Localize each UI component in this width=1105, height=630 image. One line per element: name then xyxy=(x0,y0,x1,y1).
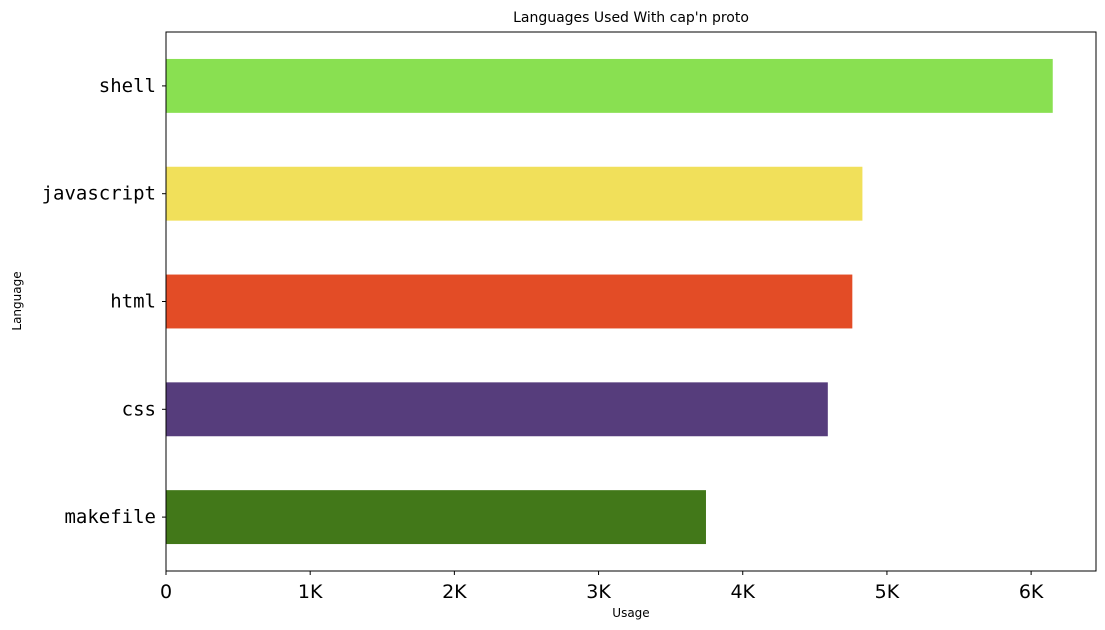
y-tick-label-makefile: makefile xyxy=(64,506,156,528)
y-tick-label-shell: shell xyxy=(99,75,156,97)
chart-title: Languages Used With cap'n proto xyxy=(513,10,749,26)
x-tick-label-3K: 3K xyxy=(586,581,611,603)
bar-shell xyxy=(166,58,1053,113)
x-axis-ticks: 0 1K 2K 3K 4K 5K 6K xyxy=(160,571,1044,603)
x-tick-label-1K: 1K xyxy=(298,581,323,603)
x-tick-label-2K: 2K xyxy=(442,581,467,603)
bars-group xyxy=(166,58,1053,545)
y-tick-label-javascript: javascript xyxy=(42,183,156,205)
y-axis-ticks: shell javascript html css makefile xyxy=(42,75,166,528)
y-axis-label: Language xyxy=(10,271,24,330)
x-tick-label-5K: 5K xyxy=(875,581,900,603)
bar-makefile xyxy=(166,490,706,545)
x-tick-label-0: 0 xyxy=(160,581,172,603)
y-tick-label-html: html xyxy=(110,291,156,313)
bar-javascript xyxy=(166,166,863,221)
y-tick-label-css: css xyxy=(122,398,156,420)
bar-html xyxy=(166,274,853,329)
x-tick-label-4K: 4K xyxy=(730,581,755,603)
x-axis-label: Usage xyxy=(612,606,649,620)
x-tick-label-6K: 6K xyxy=(1019,581,1044,603)
bar-css xyxy=(166,382,828,437)
